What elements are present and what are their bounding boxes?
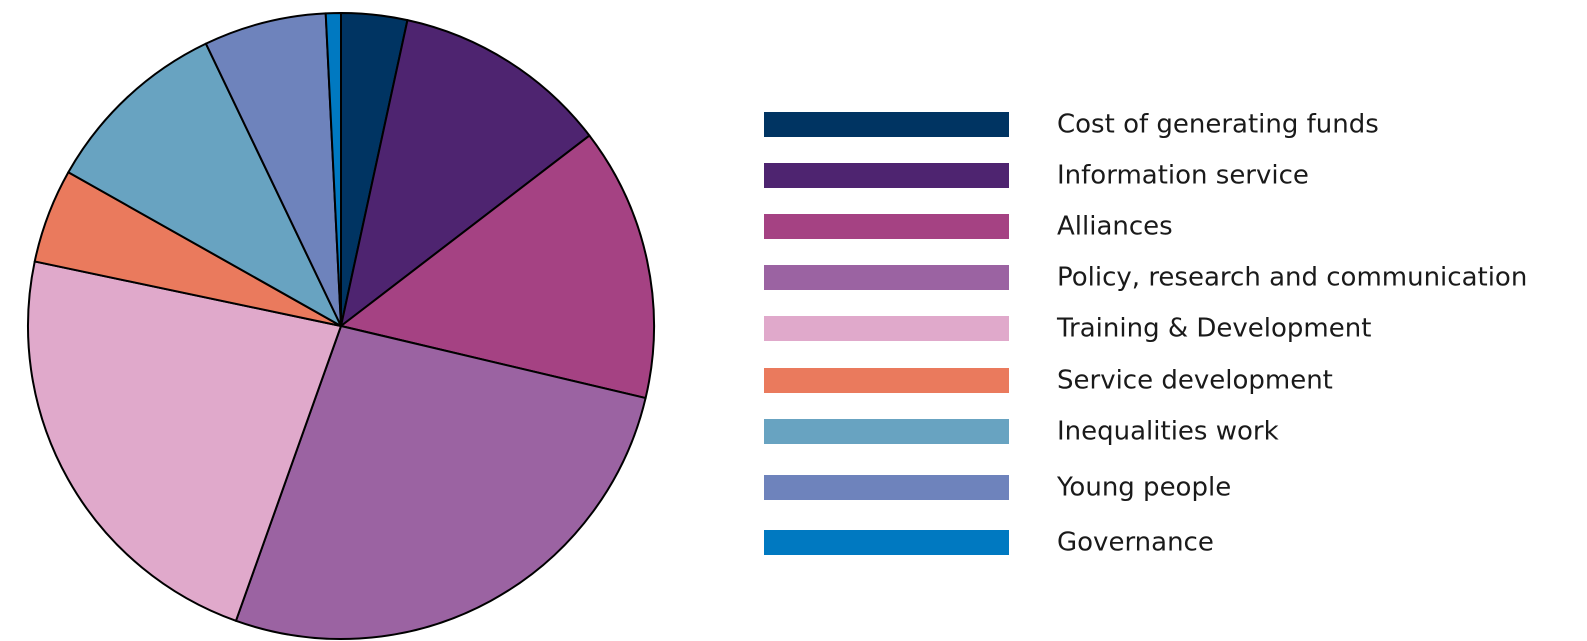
legend-item-training-development: Training & Development (764, 314, 1371, 344)
legend-item-governance: Governance (764, 528, 1214, 558)
legend-item-young-people: Young people (764, 473, 1231, 503)
legend-label: Service development (1057, 366, 1333, 396)
pie-slice-young-people (204, 12, 342, 327)
legend-label: Policy, research and communication (1057, 263, 1527, 293)
legend-swatch (764, 163, 1009, 188)
legend-label: Alliances (1057, 212, 1173, 242)
legend-swatch (764, 475, 1009, 500)
legend-swatch (764, 265, 1009, 290)
legend-swatch (764, 530, 1009, 555)
legend: Cost of generating funds Information serv… (764, 110, 1527, 558)
legend-swatch (764, 419, 1009, 444)
pie-slice-governance (324, 11, 342, 327)
legend-label: Governance (1057, 528, 1214, 558)
legend-label: Cost of generating funds (1057, 110, 1379, 140)
legend-item-information-service: Information service (764, 161, 1309, 191)
legend-label: Young people (1056, 473, 1231, 503)
legend-item-inequalities-work: Inequalities work (764, 417, 1279, 447)
legend-item-cost-of-generating-funds: Cost of generating funds (764, 110, 1379, 140)
pie-slice-policy-research-and-communication (234, 325, 647, 640)
legend-label: Information service (1057, 161, 1309, 191)
legend-swatch (764, 214, 1009, 239)
legend-item-alliances: Alliances (764, 212, 1173, 242)
legend-item-service-development: Service development (764, 366, 1333, 396)
legend-label: Training & Development (1056, 314, 1371, 344)
legend-swatch (764, 316, 1009, 341)
legend-item-policy-research-and-communication: Policy, research and communication (764, 263, 1527, 293)
legend-swatch (764, 368, 1009, 393)
pie-slices (27, 11, 656, 640)
pie-slice-inequalities-work (67, 42, 342, 327)
pie-slice-information-service (340, 19, 591, 327)
legend-swatch (764, 112, 1009, 137)
legend-label: Inequalities work (1057, 417, 1279, 447)
pie-slice-training-development (27, 260, 342, 622)
pie-slice-alliances (340, 134, 656, 400)
